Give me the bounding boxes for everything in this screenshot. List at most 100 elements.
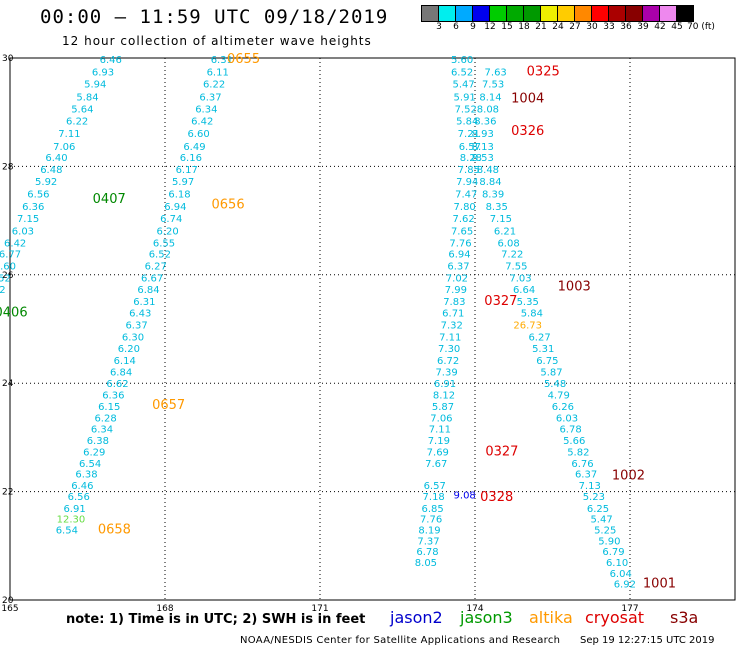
satellite-legend-item: jason3 bbox=[460, 608, 513, 627]
pass-time-label: 0325 bbox=[527, 65, 560, 80]
chart-title: 00:00 – 11:59 UTC 09/18/2019 bbox=[40, 6, 389, 28]
color-scale-label: 39 bbox=[637, 22, 649, 32]
wave-height-value: 7.32 bbox=[0, 285, 6, 296]
x-tick-label: 168 bbox=[156, 604, 173, 614]
wave-height-value: 6.57 bbox=[424, 481, 446, 492]
wave-height-value: 5.94 bbox=[84, 79, 106, 90]
y-tick-label: 26 bbox=[2, 271, 14, 281]
wave-height-value: 6.60 bbox=[187, 129, 209, 140]
wave-height-value: 6.11 bbox=[207, 68, 229, 79]
satellite-legend-item: altika bbox=[529, 608, 573, 627]
color-scale-label: 70 (ft) bbox=[687, 22, 715, 32]
wave-height-value: 7.06 bbox=[430, 413, 452, 424]
wave-height-value: 6.16 bbox=[180, 153, 202, 164]
wave-height-value: 5.84 bbox=[76, 92, 98, 103]
wave-height-value: 6.52 bbox=[149, 250, 171, 261]
wave-height-value: 5.87 bbox=[432, 402, 454, 413]
wave-height-value: 7.80 bbox=[454, 202, 476, 213]
wave-height-value: 8.39 bbox=[482, 190, 504, 201]
color-scale-label: 15 bbox=[501, 22, 513, 32]
wave-height-value: 6.25 bbox=[587, 504, 609, 515]
wave-height-value: 5.23 bbox=[583, 492, 605, 503]
pass-time-label: 0655 bbox=[227, 52, 260, 67]
wave-height-value: 5.84 bbox=[456, 116, 478, 127]
wave-height-value: 7.37 bbox=[417, 536, 439, 547]
wave-height-value: 5.47 bbox=[453, 79, 475, 90]
color-scale-label: 6 bbox=[453, 22, 459, 32]
wave-height-value: 6.37 bbox=[125, 321, 147, 332]
footer-credit: NOAA/NESDIS Center for Satellite Applica… bbox=[240, 635, 561, 646]
color-scale-label: 3 bbox=[436, 22, 442, 32]
wave-height-value: 5.92 bbox=[35, 177, 57, 188]
wave-height-value: 6.46 bbox=[100, 55, 122, 66]
pass-time-label: 1004 bbox=[511, 92, 544, 107]
pass-time-label: 0656 bbox=[212, 197, 245, 212]
wave-height-value: 6.37 bbox=[447, 262, 469, 273]
wave-height-value: 7.76 bbox=[420, 515, 442, 526]
wave-height-value: 5.84 bbox=[521, 309, 543, 320]
wave-height-value: 6.42 bbox=[4, 238, 26, 249]
wave-height-value: 8.93 bbox=[472, 129, 494, 140]
wave-height-value: 12.30 bbox=[57, 515, 86, 526]
pass-time-label: 0328 bbox=[480, 490, 513, 505]
wave-height-value: 6.48 bbox=[40, 165, 62, 176]
wave-height-value: 8.14 bbox=[479, 92, 501, 103]
chart-subtitle: 12 hour collection of altimeter wave hei… bbox=[62, 34, 372, 48]
wave-height-value: 5.97 bbox=[172, 177, 194, 188]
wave-height-value: 6.04 bbox=[610, 569, 632, 580]
color-scale-swatch bbox=[676, 5, 694, 22]
wave-height-value: 8.12 bbox=[433, 391, 455, 402]
y-tick-label: 22 bbox=[2, 488, 13, 498]
wave-height-value: 5.87 bbox=[540, 367, 562, 378]
wave-height-value: 5.64 bbox=[71, 104, 93, 115]
pass-time-label: 1001 bbox=[643, 577, 676, 592]
pass-time-label: 0326 bbox=[511, 124, 544, 139]
wave-height-value: 6.34 bbox=[195, 104, 217, 115]
wave-height-value: 6.77 bbox=[0, 250, 21, 261]
satellite-legend-item: s3a bbox=[670, 608, 699, 627]
wave-height-value: 6.78 bbox=[559, 425, 581, 436]
wave-height-value: 6.85 bbox=[422, 504, 444, 515]
wave-height-value: 6.46 bbox=[71, 481, 93, 492]
wave-height-value: 6.27 bbox=[145, 262, 167, 273]
wave-height-value: 6.79 bbox=[602, 547, 624, 558]
wave-height-value: 5.31 bbox=[532, 344, 554, 355]
wave-height-value: 7.67 bbox=[425, 459, 447, 470]
pass-time-label: 0327 bbox=[484, 294, 517, 309]
x-tick-label: 177 bbox=[621, 604, 638, 614]
wave-height-value: 7.52 bbox=[455, 104, 477, 115]
pass-time-label: 0327 bbox=[485, 444, 518, 459]
color-scale-label: 21 bbox=[535, 22, 547, 32]
wave-height-value: 6.91 bbox=[63, 504, 85, 515]
wave-height-value: 6.34 bbox=[91, 425, 113, 436]
wave-height-value: 6.91 bbox=[434, 379, 456, 390]
satellite-legend-item: jason2 bbox=[390, 608, 443, 627]
wave-height-value: 6.17 bbox=[176, 165, 198, 176]
wave-height-value: 6.20 bbox=[118, 344, 140, 355]
wave-height-value: 6.20 bbox=[156, 226, 178, 237]
wave-height-value: 6.30 bbox=[122, 333, 144, 344]
wave-height-value: 6.27 bbox=[528, 333, 550, 344]
color-scale-label: 27 bbox=[569, 22, 581, 32]
wave-height-value: 6.71 bbox=[442, 309, 464, 320]
wave-height-value: 6.40 bbox=[45, 153, 67, 164]
wave-height-value: 6.84 bbox=[110, 367, 132, 378]
wave-height-value: 6.03 bbox=[556, 413, 578, 424]
wave-height-value: 8.05 bbox=[415, 558, 437, 569]
wave-height-value: 5.35 bbox=[517, 297, 539, 308]
wave-height-value: 6.28 bbox=[94, 413, 116, 424]
wave-height-value: 6.93 bbox=[92, 68, 114, 79]
wave-height-value: 5.47 bbox=[590, 515, 612, 526]
wave-height-value: 5.25 bbox=[594, 526, 616, 537]
wave-height-value: 6.54 bbox=[79, 459, 101, 470]
wave-height-value: 6.37 bbox=[575, 470, 597, 481]
footer-note: note: 1) Time is in UTC; 2) SWH is in fe… bbox=[66, 612, 366, 627]
color-scale-label: 30 bbox=[586, 22, 598, 32]
wave-height-value: 6.31 bbox=[211, 55, 233, 66]
y-tick-label: 20 bbox=[2, 596, 14, 606]
wave-height-value: 8.48 bbox=[477, 165, 499, 176]
y-tick-label: 28 bbox=[2, 162, 14, 172]
wave-height-value: 7.94 bbox=[456, 177, 478, 188]
wave-height-value: 8.36 bbox=[474, 116, 496, 127]
